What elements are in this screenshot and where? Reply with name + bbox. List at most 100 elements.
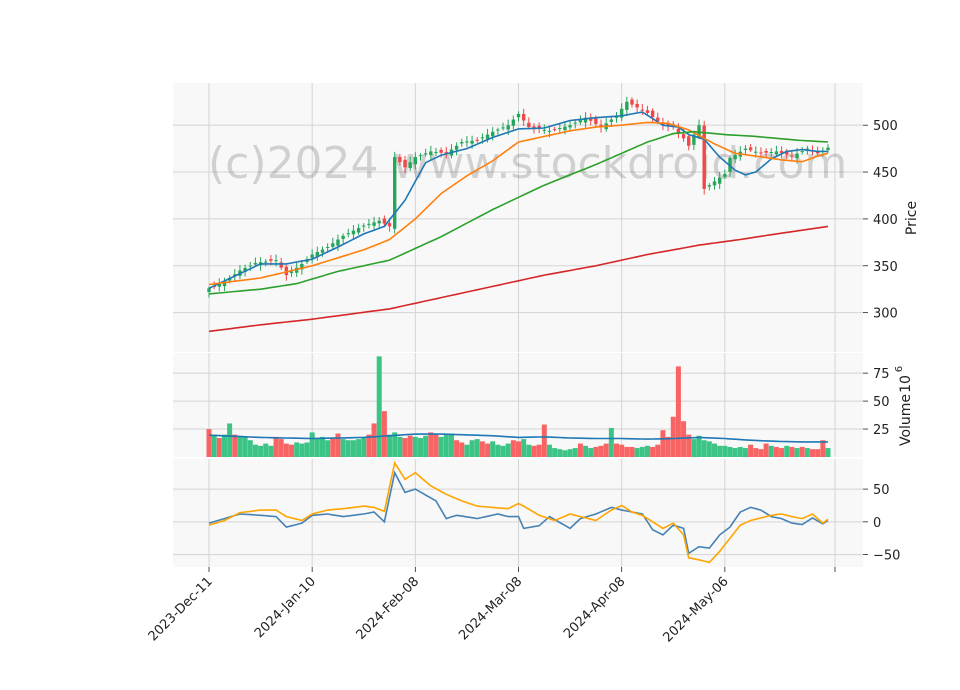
candle-body — [656, 117, 660, 122]
candle-body — [362, 225, 366, 227]
volume-bar — [381, 411, 387, 457]
candle-body — [217, 283, 222, 287]
candle-body — [805, 148, 810, 150]
y-tick-label: 50 — [873, 395, 890, 410]
volume-bar — [330, 437, 336, 457]
volume-bar — [299, 443, 305, 457]
candle-body — [351, 230, 356, 235]
candle-body — [511, 119, 516, 126]
watermark: (c)2024 www.stockdroid.com — [208, 138, 847, 189]
price-ma-line — [208, 121, 829, 286]
candle-body — [398, 156, 402, 163]
candle-body — [423, 153, 428, 155]
volume-bar — [773, 446, 779, 457]
volume-bar — [634, 448, 640, 457]
volume-bar — [438, 436, 444, 457]
volume-bar — [469, 440, 475, 457]
volume-bar — [356, 439, 362, 457]
volume-bar — [810, 449, 816, 457]
candle-body — [222, 281, 227, 287]
volume-bar — [608, 427, 614, 457]
volume-bar — [294, 442, 300, 457]
candle-body — [243, 267, 247, 272]
candle-body — [532, 126, 536, 128]
candle-body — [341, 235, 345, 240]
volume-bar — [361, 436, 367, 457]
volume-bar — [237, 435, 243, 457]
candle-body — [207, 288, 211, 293]
candle-body — [790, 155, 794, 157]
volume-bar — [325, 440, 331, 457]
candle-body — [284, 266, 289, 276]
volume-bar — [552, 448, 558, 457]
candle-body — [315, 252, 320, 257]
volume-bar — [283, 443, 289, 457]
y-tick-label: −50 — [873, 549, 900, 564]
volume-bar — [531, 445, 537, 457]
candle-body — [300, 263, 304, 270]
volume-axis-scale: 10 — [898, 375, 914, 393]
candle-body — [413, 157, 418, 165]
volume-bar — [624, 446, 630, 457]
chart-series — [206, 96, 831, 564]
volume-bar — [644, 445, 650, 457]
volume-bar — [722, 445, 728, 457]
candle-body — [485, 134, 490, 139]
candle-body — [382, 218, 387, 224]
volume-bar — [546, 444, 552, 457]
candle-body — [573, 122, 577, 124]
candle-body — [372, 222, 376, 226]
volume-bar — [639, 446, 645, 457]
volume-bar — [619, 444, 625, 457]
candle-body — [815, 151, 820, 154]
candle-body — [800, 151, 804, 153]
candle-body — [444, 151, 448, 154]
volume-bar — [392, 432, 398, 457]
candle-body — [439, 149, 443, 153]
candle-body — [279, 262, 283, 268]
candle-body — [434, 152, 438, 154]
volume-bar — [737, 446, 743, 457]
y-tick-label: 75 — [873, 367, 890, 382]
candle-body — [754, 151, 758, 153]
candle-body — [774, 151, 779, 155]
volume-bar — [758, 449, 764, 457]
volume-bar — [350, 440, 356, 457]
volume-bar — [794, 448, 800, 457]
y-tick-label: 350 — [873, 260, 898, 275]
volume-axis-label: Volume — [898, 394, 914, 446]
candle-body — [429, 151, 433, 156]
volume-axis-exponent: 6 — [894, 366, 905, 372]
volume-bar — [505, 443, 511, 457]
volume-bar — [521, 439, 527, 457]
volume-bar — [804, 448, 810, 457]
x-tick-label: 2024-Mar-08 — [456, 574, 525, 643]
volume-bar — [221, 434, 227, 457]
volume-bar — [242, 436, 248, 457]
candle-body — [269, 259, 273, 261]
candle-body — [759, 152, 763, 154]
candle-body — [367, 223, 371, 225]
grid-lines — [173, 83, 863, 567]
candle-body — [594, 118, 598, 124]
volume-bar — [655, 444, 661, 457]
candle-body — [320, 249, 325, 253]
volume-bar — [753, 448, 759, 457]
candle-body — [558, 127, 562, 129]
candle-body — [496, 129, 500, 131]
volume-bar — [577, 443, 583, 457]
candle-body — [702, 125, 706, 189]
candle-body — [289, 271, 294, 274]
price-ma-line — [208, 225, 829, 333]
candle-body — [692, 134, 696, 145]
candle-body — [785, 150, 789, 155]
y-tick-label: 0 — [873, 516, 881, 531]
x-tick-label: 2024-Jan-10 — [252, 574, 319, 641]
volume-bar — [712, 443, 718, 457]
volume-bar — [252, 444, 258, 457]
candle-body — [336, 239, 340, 246]
volume-bar — [567, 449, 573, 457]
candle-body — [475, 139, 479, 141]
candle-body — [465, 141, 469, 143]
